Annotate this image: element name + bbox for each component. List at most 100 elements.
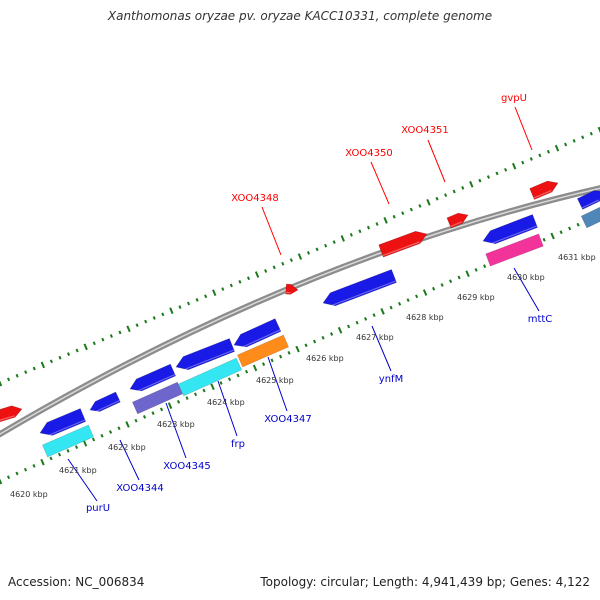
inner-tick-mark: [134, 418, 138, 423]
reverse-gene-label[interactable]: frp: [231, 439, 245, 450]
inner-tick-mark: [151, 411, 155, 416]
outer-tick-mark: [529, 157, 533, 161]
outer-tick-mark: [212, 289, 217, 297]
outer-tick-mark: [469, 180, 474, 188]
scale-tick-label: 4623 kbp: [157, 420, 195, 429]
forward-gene-label[interactable]: XOO4348: [231, 193, 278, 204]
feature-box[interactable]: [580, 206, 600, 229]
reverse-gene-arrow-shine: [41, 419, 86, 439]
outer-tick-mark: [186, 301, 191, 306]
reverse-gene-arrow[interactable]: [89, 391, 121, 412]
inner-tick-mark: [449, 279, 453, 284]
forward-gene-arrow-shine: [581, 199, 600, 209]
inner-tick-mark: [550, 232, 555, 240]
reverse-gene-arrow[interactable]: [482, 214, 538, 245]
inner-tick-mark: [100, 433, 104, 438]
reverse-gene-arrow[interactable]: [233, 318, 282, 348]
outer-tick-mark: [195, 298, 199, 302]
outer-tick-mark: [83, 343, 88, 351]
forward-gene-arrow[interactable]: [378, 230, 428, 258]
reverse-gene-arrow[interactable]: [39, 408, 87, 436]
outer-tick-mark: [109, 334, 113, 338]
inner-tick-mark: [542, 237, 546, 242]
genome-info-text: Topology: circular; Length: 4,941,439 bp…: [260, 575, 590, 589]
reverse-gene-label[interactable]: ynfM: [379, 374, 403, 385]
forward-label-leader: [514, 106, 533, 151]
feature-box[interactable]: [237, 334, 289, 368]
inner-tick-mark: [398, 301, 402, 306]
outer-tick-mark: [324, 243, 328, 248]
forward-gene-label[interactable]: gvpU: [501, 93, 527, 104]
outer-tick-mark: [272, 265, 276, 270]
reverse-gene-arrow[interactable]: [129, 363, 176, 392]
forward-gene-label[interactable]: XOO4350: [345, 148, 392, 159]
outer-tick-mark: [118, 330, 122, 335]
inner-tick-mark: [227, 377, 232, 382]
outer-tick-mark: [504, 167, 508, 172]
inner-tick-mark: [270, 358, 274, 363]
inner-tick-mark: [252, 364, 258, 372]
reverse-gene-label[interactable]: XOO4347: [264, 414, 311, 425]
inner-tick-mark: [457, 275, 461, 280]
inner-tick-mark: [287, 350, 291, 355]
inner-tick-mark: [321, 335, 325, 340]
outer-tick-mark: [538, 153, 542, 158]
forward-gene-label[interactable]: XOO4351: [401, 125, 448, 136]
inner-tick-mark: [193, 392, 198, 397]
forward-label-leader: [427, 139, 446, 183]
outer-tick-mark: [349, 232, 353, 237]
reverse-label-leader: [513, 267, 540, 312]
reverse-gene-arrow[interactable]: [175, 338, 235, 371]
outer-tick-mark: [409, 207, 413, 212]
scale-tick-label: 4622 kbp: [108, 443, 146, 452]
feature-box[interactable]: [132, 381, 183, 415]
inner-tick-mark: [167, 402, 173, 409]
inner-tick-mark: [432, 286, 436, 291]
forward-gene-arrow[interactable]: [285, 283, 299, 295]
reverse-gene-arrow-shine: [324, 280, 397, 309]
scale-tick-label: 4630 kbp: [507, 273, 545, 282]
inner-tick-mark: [185, 396, 189, 400]
forward-gene-arrow[interactable]: [446, 212, 469, 229]
outer-tick-mark: [461, 186, 465, 190]
inner-tick-mark: [372, 313, 376, 318]
feature-box[interactable]: [485, 233, 544, 267]
outer-tick-mark: [281, 261, 285, 266]
inner-tick-mark: [15, 471, 19, 476]
inner-tick-mark: [176, 399, 181, 404]
forward-label-leader: [261, 206, 282, 256]
outer-tick-mark: [204, 294, 208, 299]
outer-tick-mark: [297, 253, 303, 260]
inner-tick-mark: [236, 373, 240, 378]
inner-tick-mark: [389, 305, 393, 310]
outer-tick-mark: [49, 359, 53, 364]
outer-tick-mark: [75, 348, 79, 353]
forward-label-leader: [370, 161, 390, 205]
reverse-gene-label[interactable]: XOO4345: [163, 461, 210, 472]
scale-tick-label: 4627 kbp: [356, 333, 394, 342]
inner-tick-mark: [440, 283, 444, 287]
inner-tick-mark: [355, 320, 359, 325]
genome-title: Xanthomonas oryzae pv. oryzae KACC10331,…: [107, 9, 493, 23]
reverse-gene-label[interactable]: mttC: [528, 314, 553, 325]
outer-tick-mark: [221, 287, 225, 291]
outer-tick-mark: [495, 171, 499, 176]
feature-box[interactable]: [177, 357, 243, 397]
reverse-gene-label[interactable]: purU: [86, 503, 110, 514]
outer-tick-mark: [264, 269, 268, 273]
accession-text: Accession: NC_006834: [8, 575, 145, 589]
forward-gene-arrow[interactable]: [0, 405, 23, 424]
outer-tick-mark: [315, 247, 319, 252]
reverse-label-leader: [165, 402, 187, 459]
outer-tick-mark: [15, 373, 19, 378]
forward-gene-arrow[interactable]: [529, 180, 559, 200]
outer-tick-mark: [572, 139, 576, 143]
inner-tick-mark: [261, 362, 266, 367]
reverse-gene-label[interactable]: XOO4344: [116, 483, 163, 494]
outer-tick-mark: [435, 196, 439, 201]
inner-tick-mark: [364, 317, 368, 321]
outer-tick-mark: [24, 370, 28, 375]
reverse-gene-arrow[interactable]: [322, 269, 397, 307]
feature-box[interactable]: [42, 424, 94, 458]
